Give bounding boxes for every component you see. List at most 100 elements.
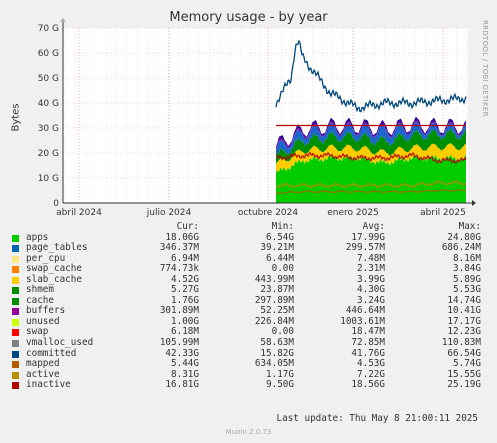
legend-name: swap_cache [26, 263, 82, 275]
legend-cur: 4.52G [171, 273, 199, 285]
legend-row: swap_cache 774.73k 0.00 2.31M 3.84G [12, 264, 482, 275]
legend-max: 17.17G [447, 315, 481, 327]
legend-swatch [12, 329, 19, 337]
legend-name: mapped [26, 358, 60, 370]
legend-row: committed 42.33G 15.82G 41.76G 66.54G [12, 347, 482, 360]
legend-cur: 1.76G [171, 294, 199, 306]
legend-avg: 2.31M [357, 263, 385, 275]
legend-name: slab_cache [26, 273, 82, 285]
legend-max: 5.74G [453, 358, 481, 370]
legend-avg: 299.57M [345, 242, 385, 254]
chart-title: Memory usage - by year [169, 10, 328, 25]
y-axis-label: Bytes [10, 103, 22, 132]
legend-swatch [12, 234, 19, 242]
legend-name: committed [26, 347, 77, 359]
legend-row: vmalloc_used 105.99M 58.63M 72.85M 110.83M [12, 337, 482, 349]
header-min: Min: [271, 221, 294, 232]
legend-min: 52.25M [260, 305, 294, 317]
legend-swatch [12, 318, 19, 326]
legend-swatch [12, 340, 19, 348]
legend-max: 24.80G [447, 231, 481, 243]
legend-cur: 105.99M [159, 337, 199, 349]
legend-max: 10.41G [447, 305, 481, 317]
legend-name: swap [26, 326, 49, 338]
legend-swatch [12, 255, 19, 263]
legend-min: 23.87M [260, 284, 294, 296]
legend-avg: 446.64M [345, 305, 385, 317]
legend-avg: 41.76G [351, 347, 385, 359]
legend-header: Cur: Min: Avg: Max: [12, 221, 482, 233]
legend-row: unused 1.00G 226.84M 1003.61M 17.17G [12, 315, 482, 328]
legend-avg: 72.85M [351, 337, 385, 349]
legend-max: 686.24M [441, 242, 481, 254]
legend-row: buffers 301.89M 52.25M 446.64M 10.41G [12, 306, 482, 317]
last-update: Last update: Thu May 8 21:00:11 2025 [276, 413, 479, 424]
y-tick-label: 70 G [38, 24, 59, 34]
legend-cur: 5.44G [171, 358, 199, 370]
legend-avg: 18.56G [351, 379, 385, 391]
legend-name: active [26, 368, 60, 380]
line-mapped [275, 189, 467, 195]
legend-row: swap 6.18M 0.00 18.47M 12.23G [12, 327, 482, 338]
legend-min: 9.50G [266, 379, 294, 391]
legend-name: vmalloc_used [26, 337, 94, 349]
legend-min: 226.84M [254, 315, 294, 327]
munin-version: Munin 2.0.73 [225, 428, 272, 436]
legend-cur: 8.31G [171, 368, 199, 380]
area-shmem [276, 128, 466, 165]
line-inactive [275, 151, 467, 165]
y-tick-label: 10 G [38, 174, 59, 184]
legend-row: apps 18.06G 6.54G 17.99G 24.80G [12, 231, 482, 244]
header-cur: Cur: [176, 221, 199, 232]
legend-row: mapped 5.44G 634.05M 4.53G 5.74G [12, 359, 482, 370]
legend-row: slab_cache 4.52G 443.99M 3.99G 5.89G [12, 273, 482, 286]
legend-cur: 16.81G [165, 379, 199, 391]
header-avg: Avg: [362, 221, 385, 232]
legend-avg: 18.47M [351, 326, 385, 338]
area-cache [276, 121, 466, 158]
legend-min: 15.82G [260, 347, 294, 359]
legend-avg: 17.99G [351, 231, 385, 243]
x-tick-label: julio 2024 [146, 208, 192, 218]
legend-cur: 774.73k [159, 263, 199, 275]
legend-cur: 6.18M [171, 326, 199, 338]
area-slab_cache [276, 143, 466, 173]
legend-cur: 5.27G [171, 284, 199, 296]
legend-row: shmem 5.27G 23.87M 4.30G 5.53G [12, 285, 482, 296]
legend-avg: 3.99G [357, 273, 385, 285]
y-tick-label: 20 G [38, 149, 59, 159]
legend-max: 14.74G [447, 294, 481, 306]
legend-max: 5.53G [453, 284, 481, 296]
line-committed [275, 39, 467, 113]
legend-max: 110.83M [441, 337, 481, 349]
legend-name: page_tables [26, 242, 88, 254]
legend-max: 12.23G [447, 326, 481, 338]
legend-table: Cur: Min: Avg: Max: apps 18.06G 6.54G 17.99… [12, 221, 482, 391]
legend-name: cache [26, 294, 54, 306]
legend-swatch [12, 308, 19, 316]
legend-name: unused [26, 315, 60, 327]
legend-avg: 3.24G [357, 294, 385, 306]
legend-name: buffers [26, 305, 66, 317]
legend-row: inactive 16.81G 9.50G 18.56G 25.19G [12, 380, 482, 391]
legend-name: per_cpu [26, 252, 66, 264]
y-tick-label: 40 G [38, 99, 59, 109]
legend-name: inactive [26, 379, 71, 391]
legend-row: cache 1.76G 297.89M 3.24G 14.74G [12, 294, 482, 307]
legend-swatch [12, 361, 19, 369]
legend-min: 0.00 [271, 326, 294, 338]
legend-row: per_cpu 6.94M 6.44M 7.48M 8.16M [12, 252, 482, 265]
legend-avg: 4.30G [357, 284, 385, 296]
legend-max: 5.89G [453, 273, 481, 285]
line-active [275, 179, 467, 189]
y-axis-arrow [60, 18, 66, 22]
legend-cur: 1.00G [171, 315, 199, 327]
legend-min: 634.05M [254, 358, 294, 370]
legend-cur: 301.89M [159, 305, 199, 317]
x-tick-label: abril 2025 [420, 208, 466, 218]
legend-min: 58.63M [260, 337, 294, 349]
legend-avg: 4.53G [357, 358, 385, 370]
legend-min: 6.44M [266, 252, 294, 264]
legend-cur: 346.37M [159, 242, 199, 254]
